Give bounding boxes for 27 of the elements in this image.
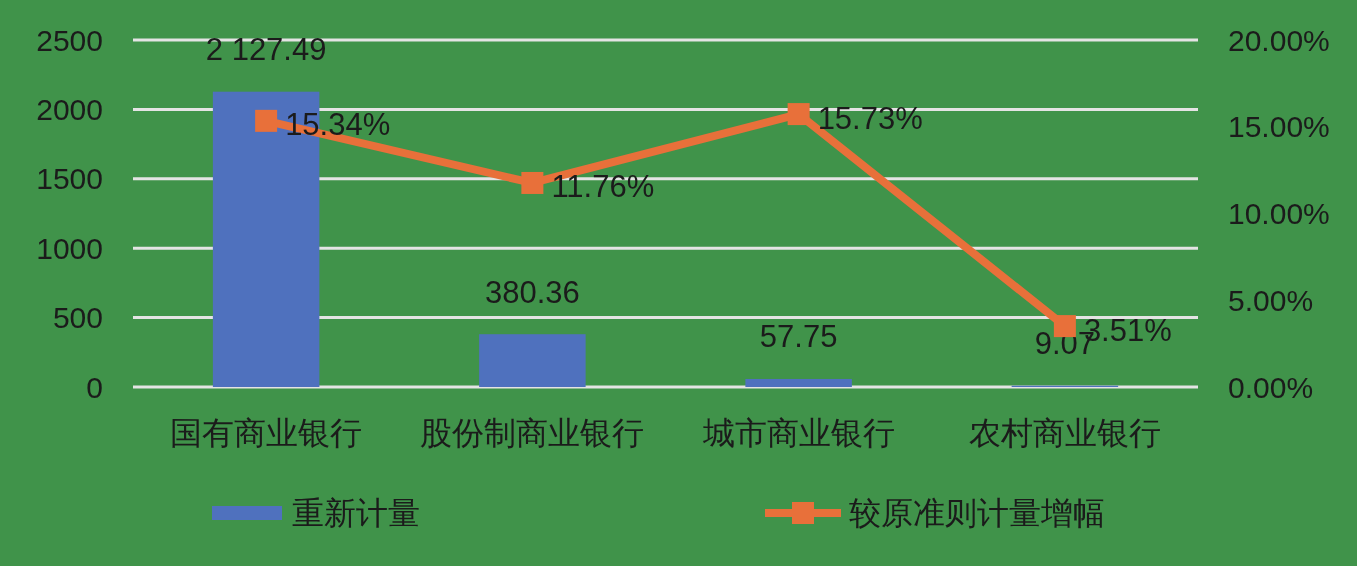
data-label: 11.76% xyxy=(551,169,655,205)
x-tick-label: 国有商业银行 xyxy=(170,415,363,451)
y2-tick-label: 10.00% xyxy=(1228,197,1330,230)
data-label: 380.36 xyxy=(484,274,580,310)
y-tick-label: 500 xyxy=(52,301,103,335)
data-label: 2 127.49 xyxy=(205,32,327,68)
y2-tick-label: 15.00% xyxy=(1228,110,1330,144)
data-label: 15.73% xyxy=(817,100,923,136)
bar xyxy=(745,378,852,387)
x-tick-label: 农村商业银行 xyxy=(968,415,1161,451)
y2-tick-label: 20.00% xyxy=(1228,23,1330,57)
x-tick-label: 城市商业银行 xyxy=(701,415,895,451)
point xyxy=(255,109,278,132)
legend-label: 较原准则计量增幅 xyxy=(849,495,1105,531)
y-tick-label: 0 xyxy=(86,370,103,404)
x-tick-label: 股份制商业银行 xyxy=(420,415,645,451)
y2-tick-label: 0.00% xyxy=(1228,370,1314,404)
bar xyxy=(479,334,586,387)
y-tick-label: 2000 xyxy=(36,92,103,126)
y-tick-label: 1000 xyxy=(36,231,103,265)
data-label: 57.75 xyxy=(759,319,838,355)
y2-tick-label: 5.00% xyxy=(1228,283,1314,317)
legend-label: 重新计量 xyxy=(292,495,420,531)
point xyxy=(787,103,810,126)
y-tick-label: 1500 xyxy=(36,162,103,196)
y-tick-label: 2500 xyxy=(36,23,103,57)
point xyxy=(521,171,544,194)
